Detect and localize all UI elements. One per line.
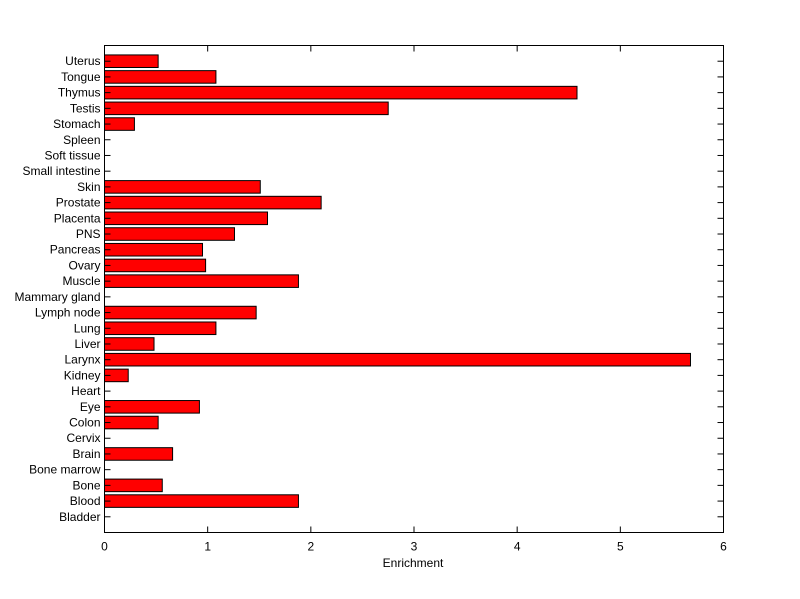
y-tick-label: Soft tissue	[44, 148, 100, 162]
y-tick-label: Thymus	[58, 86, 101, 100]
bar-larynx	[104, 352, 691, 367]
bar-tongue	[104, 70, 217, 84]
y-tick-label: Small intestine	[22, 164, 100, 178]
y-tick-label: Skin	[77, 180, 100, 194]
x-tick-labels: 0 1 2 3 4 5 6	[101, 540, 727, 554]
y-tick-label: Spleen	[63, 133, 100, 147]
y-tick-label: Testis	[70, 101, 101, 115]
y-tick-label: Pancreas	[50, 243, 101, 257]
y-tick-label: Bone	[72, 478, 100, 492]
bar-liver	[104, 337, 155, 351]
y-tick-label: Muscle	[62, 274, 100, 288]
bar-eye	[104, 400, 200, 414]
bar-bone	[104, 478, 163, 493]
y-tick-label: Prostate	[56, 196, 101, 210]
x-tick-label: 5	[617, 540, 624, 554]
bar-testis	[104, 101, 389, 116]
y-tick-label: Cervix	[66, 431, 100, 445]
y-tick-label: Stomach	[53, 117, 100, 131]
bar-blood	[104, 494, 299, 508]
bar-colon	[104, 415, 159, 430]
y-tick-label: Larynx	[64, 353, 100, 367]
y-tick-label: Heart	[71, 384, 101, 398]
x-tick-label: 2	[307, 540, 314, 554]
y-tick-label: Lung	[74, 321, 101, 335]
y-tick-label: Colon	[69, 416, 100, 430]
bar-ovary	[104, 258, 207, 273]
x-tick-label: 1	[204, 540, 211, 554]
y-tick-label: Placenta	[54, 211, 101, 225]
bar-thymus	[104, 85, 578, 100]
y-tick-label: Ovary	[68, 258, 100, 272]
bar-lung	[104, 321, 217, 336]
y-tick-label: PNS	[76, 227, 101, 241]
bar-brain	[104, 447, 174, 461]
y-tick-label: Liver	[74, 337, 100, 351]
bar-skin	[104, 180, 261, 194]
plot-frame	[104, 45, 724, 533]
y-tick-label: Brain	[72, 447, 100, 461]
y-tick-label: Uterus	[65, 54, 100, 68]
bar-placenta	[104, 211, 269, 226]
y-tick-label: Mammary gland	[14, 290, 100, 304]
y-tick-label: Tongue	[61, 70, 101, 84]
bar-prostate	[104, 195, 322, 210]
y-tick-label: Kidney	[64, 368, 101, 382]
x-tick-label: 6	[720, 540, 727, 554]
x-tick-label: 0	[101, 540, 108, 554]
ticks-group	[104, 45, 724, 533]
y-tick-label: Blood	[70, 494, 101, 508]
bar-uterus	[104, 54, 159, 68]
bar-pns	[104, 227, 235, 241]
y-tick-label: Eye	[80, 400, 101, 414]
x-axis-label: Enrichment	[383, 556, 444, 570]
bars-group	[104, 54, 691, 508]
y-tick-label: Lymph node	[35, 306, 101, 320]
bar-lymph-node	[104, 305, 257, 320]
x-tick-label: 3	[411, 540, 418, 554]
bar-muscle	[104, 274, 299, 288]
x-tick-label: 4	[514, 540, 521, 554]
y-tick-label: Bone marrow	[29, 463, 101, 477]
y-tick-label: Bladder	[59, 510, 100, 524]
bar-pancreas	[104, 242, 204, 257]
